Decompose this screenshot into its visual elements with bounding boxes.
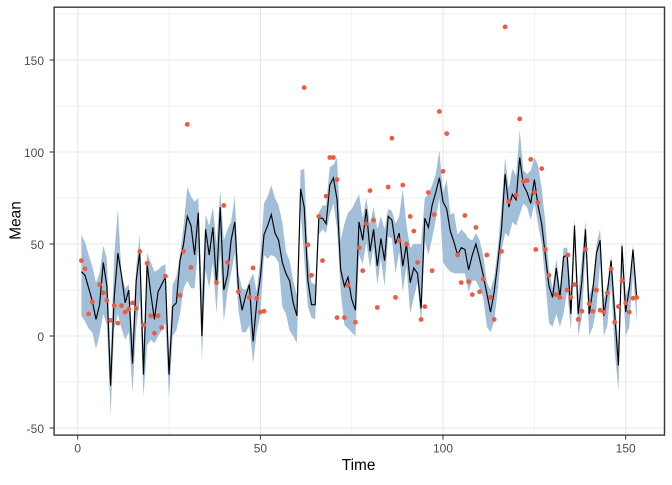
svg-text:100: 100 bbox=[433, 442, 453, 456]
svg-text:50: 50 bbox=[31, 238, 45, 252]
svg-text:0: 0 bbox=[37, 330, 44, 344]
svg-text:Time: Time bbox=[342, 457, 376, 474]
svg-text:150: 150 bbox=[616, 442, 636, 456]
svg-text:-50: -50 bbox=[27, 422, 45, 436]
svg-text:150: 150 bbox=[24, 54, 44, 68]
svg-text:Mean: Mean bbox=[8, 201, 25, 240]
svg-text:0: 0 bbox=[74, 442, 81, 456]
svg-text:50: 50 bbox=[254, 442, 268, 456]
svg-text:100: 100 bbox=[24, 146, 44, 160]
